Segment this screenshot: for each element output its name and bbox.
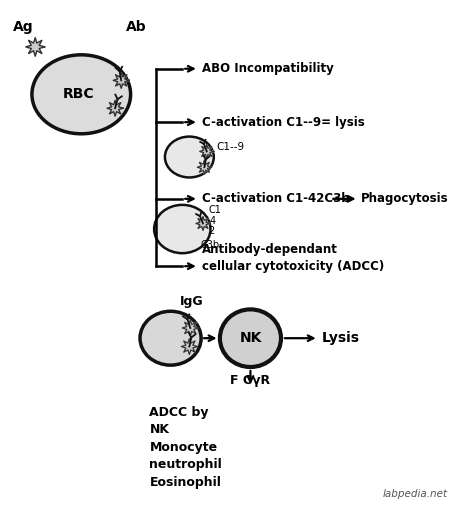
Text: C1: C1	[208, 205, 221, 216]
Text: Ab: Ab	[126, 20, 146, 34]
Text: Lysis: Lysis	[322, 331, 360, 345]
Text: C1--9: C1--9	[217, 142, 245, 152]
Ellipse shape	[220, 309, 281, 367]
Ellipse shape	[154, 205, 210, 253]
Text: Antibody-dependant
cellular cytotoxicity (ADCC): Antibody-dependant cellular cytotoxicity…	[202, 243, 384, 273]
Polygon shape	[200, 145, 214, 158]
Text: RBC: RBC	[63, 87, 95, 101]
Polygon shape	[196, 217, 210, 230]
Text: ABO Incompatibility: ABO Incompatibility	[202, 62, 334, 75]
Text: F CγR: F CγR	[230, 374, 271, 386]
Polygon shape	[182, 339, 197, 355]
Polygon shape	[113, 73, 129, 88]
Text: 2: 2	[208, 226, 214, 236]
Polygon shape	[26, 38, 45, 56]
Text: Phagocytosis: Phagocytosis	[361, 192, 448, 205]
Text: C3b: C3b	[200, 240, 219, 250]
Polygon shape	[197, 160, 211, 174]
Text: NK: NK	[239, 331, 262, 345]
Text: labpedia.net: labpedia.net	[383, 489, 448, 499]
Ellipse shape	[32, 55, 131, 134]
Ellipse shape	[165, 136, 214, 177]
Text: Ag: Ag	[13, 20, 34, 34]
Text: 4: 4	[210, 216, 216, 226]
Polygon shape	[182, 320, 198, 336]
Ellipse shape	[140, 311, 201, 365]
Text: ADCC by
NK
Monocyte
neutrophil
Eosinophil: ADCC by NK Monocyte neutrophil Eosinophi…	[149, 406, 222, 489]
Text: IgG: IgG	[180, 294, 203, 308]
Text: C-activation C1--9= lysis: C-activation C1--9= lysis	[202, 115, 365, 129]
Polygon shape	[107, 100, 123, 116]
Text: C-activation C1-42C3b: C-activation C1-42C3b	[202, 192, 350, 205]
